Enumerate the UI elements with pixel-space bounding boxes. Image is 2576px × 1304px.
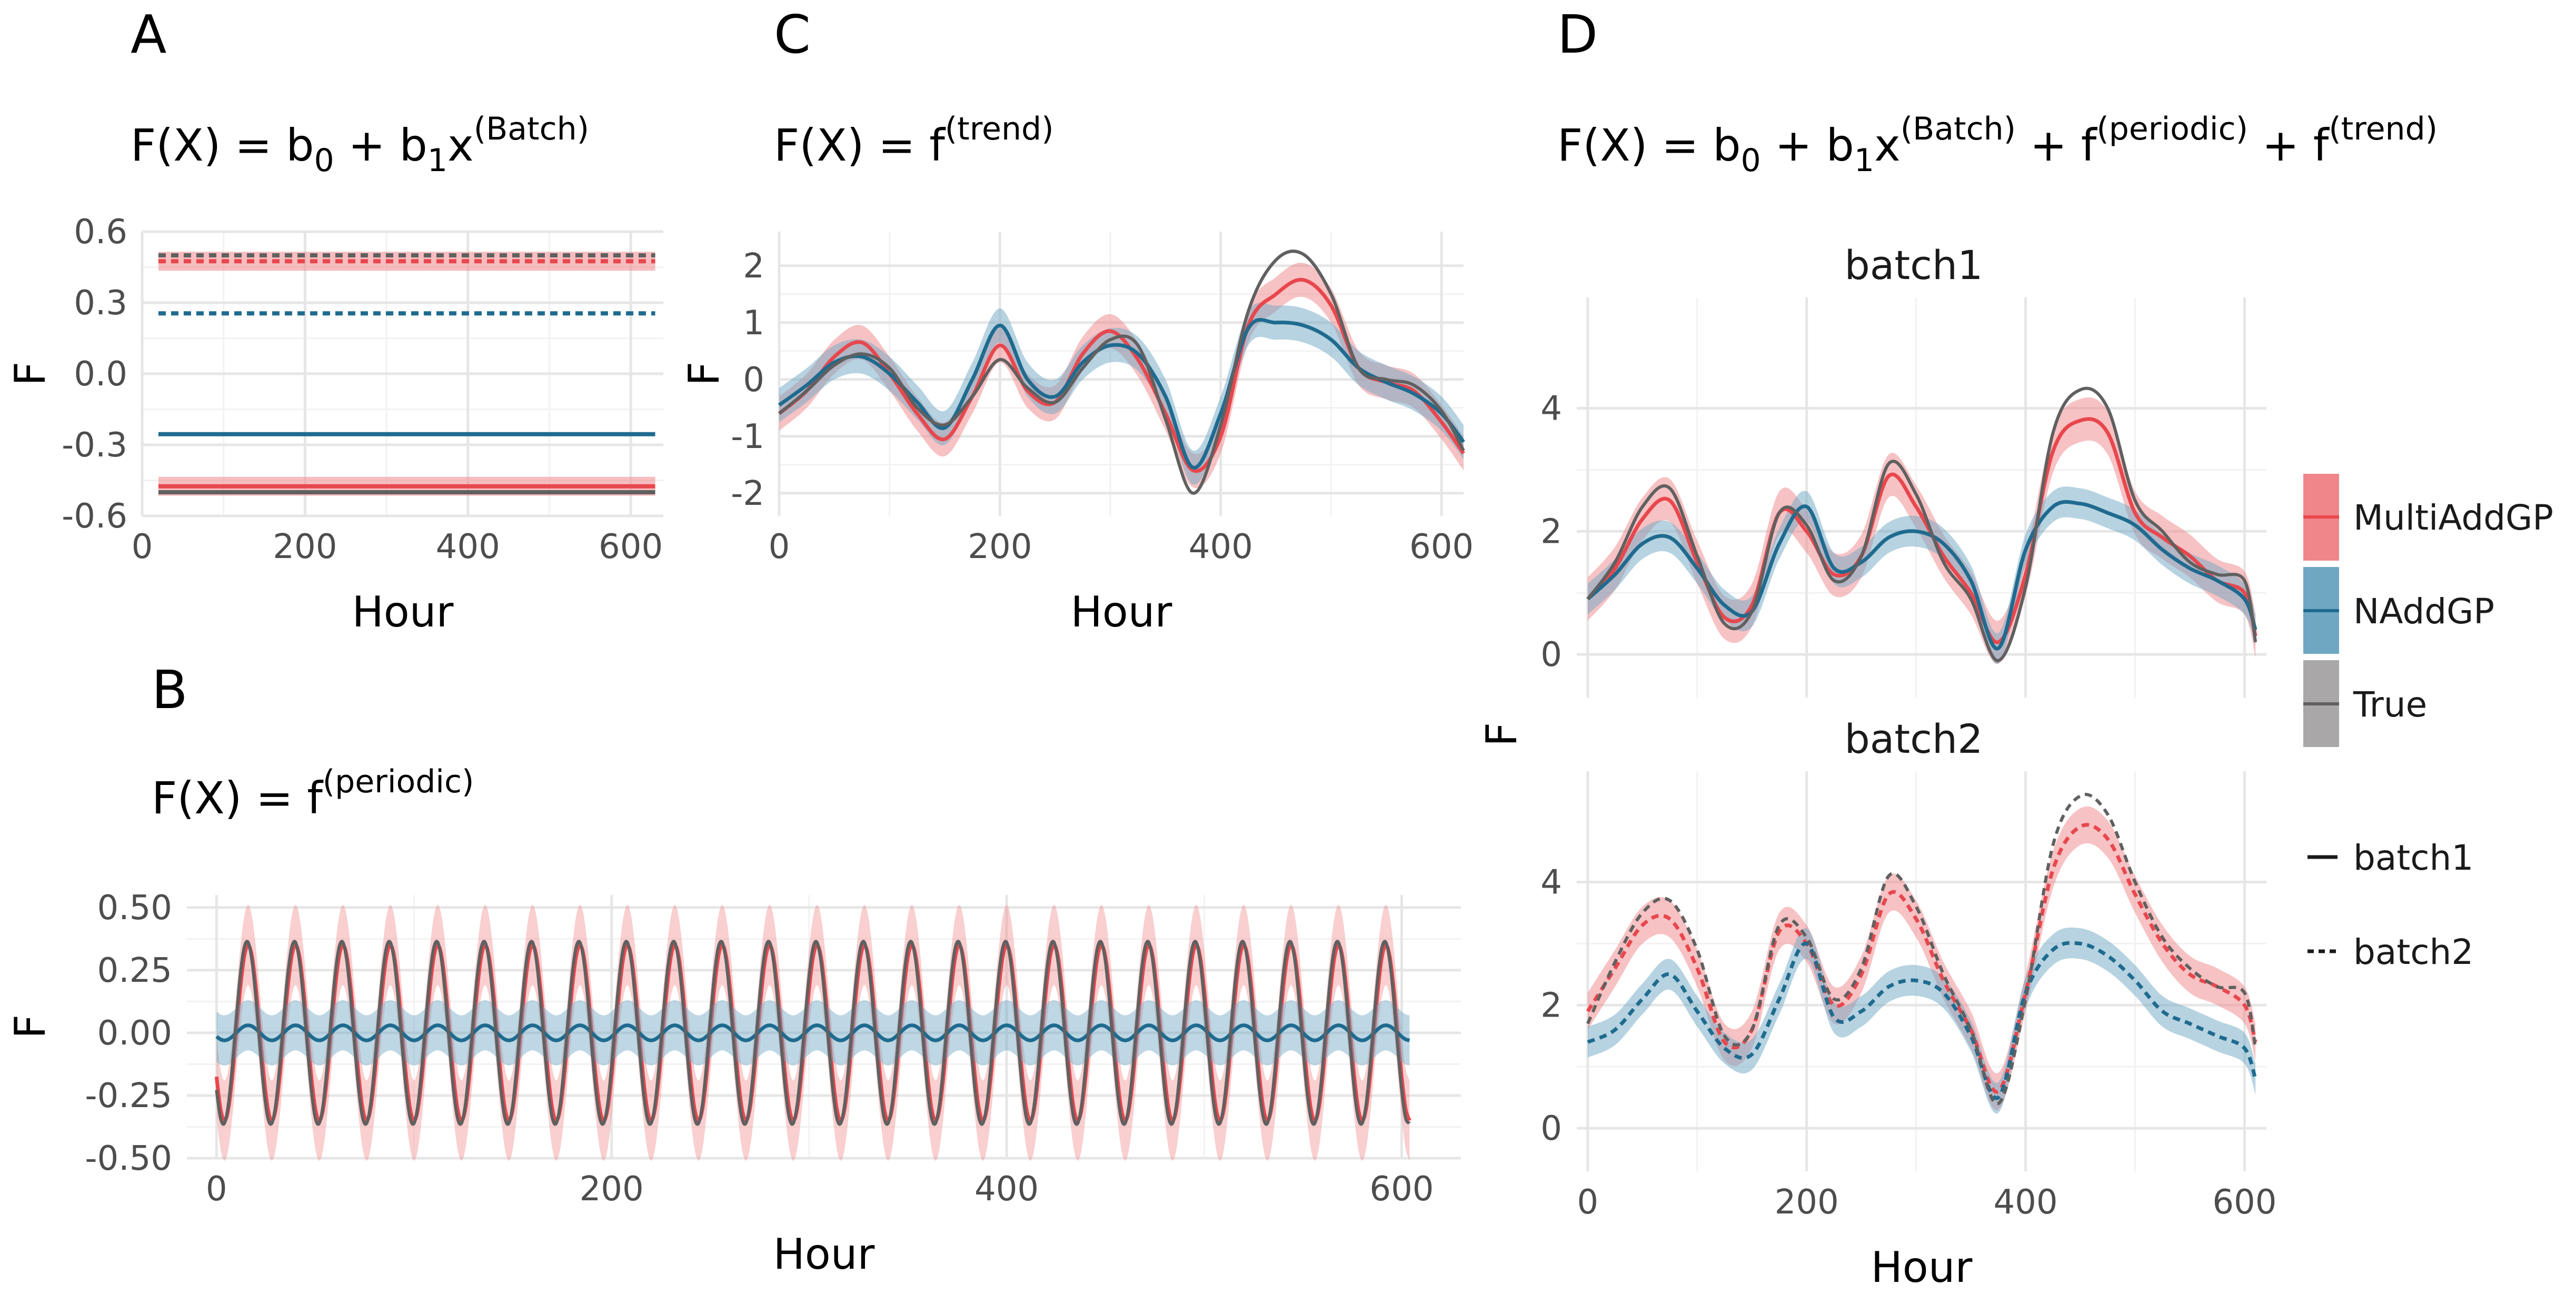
legend-label-true: True xyxy=(2353,684,2427,725)
x-tick-label: 600 xyxy=(1369,1170,1434,1209)
y-tick-label: 0.3 xyxy=(74,284,127,323)
x-tick-label: 0 xyxy=(132,527,153,566)
x-axis-title: Hour xyxy=(352,588,454,636)
y-tick-label: 0.6 xyxy=(74,213,127,252)
formula-c: F(X) = f(trend) xyxy=(774,111,1053,171)
y-tick-label: -1 xyxy=(731,417,764,456)
legend-key-true: True xyxy=(2303,660,2427,747)
y-tick-label: 0.25 xyxy=(97,951,173,990)
formula-d: F(X) = b0 + b1x(Batch) + f(periodic) + f… xyxy=(1557,111,2438,179)
y-axis-title-d: F xyxy=(1477,722,1526,746)
x-tick-label: 200 xyxy=(1775,1183,1839,1222)
y-tick-label: 0 xyxy=(1540,635,1562,674)
x-tick-label: 400 xyxy=(1993,1183,2057,1222)
y-tick-label: 0 xyxy=(743,361,764,400)
y-tick-label: 4 xyxy=(1540,389,1562,428)
x-tick-label: 400 xyxy=(974,1170,1039,1209)
plot-panel-a: 0 200 400 600 -0.6 -0.3 0.0 0.3 0.6 Hour F xyxy=(6,213,663,636)
y-axis-title: F xyxy=(680,362,729,386)
plot-panel-b: 0 200 400 600 -0.50 -0.25 0.00 0.25 0.50 Hour F xyxy=(6,889,1461,1279)
line-true xyxy=(778,250,1465,495)
plot-panel-d-batch2: 0 200 400 600 0 2 4 Hour xyxy=(1540,771,2276,1292)
y-tick-label: 2 xyxy=(1540,986,1562,1025)
y-tick-label: -0.6 xyxy=(62,497,127,536)
y-tick-label: 0.00 xyxy=(97,1014,173,1053)
x-tick-label: 600 xyxy=(2212,1183,2276,1222)
y-tick-label: 2 xyxy=(743,247,764,286)
facet-label-batch2: batch2 xyxy=(1845,715,1983,762)
panel-letter-a: A xyxy=(131,4,166,65)
y-tick-label: 4 xyxy=(1540,863,1562,902)
panel-letter-d: D xyxy=(1557,4,1598,65)
x-tick-label: 400 xyxy=(1189,527,1253,566)
legend-key-multiaddgp: MultiAddGP xyxy=(2303,474,2553,561)
y-tick-label: 0.50 xyxy=(97,889,173,928)
x-tick-label: 600 xyxy=(599,527,663,566)
facet-label-batch1: batch1 xyxy=(1845,242,1983,288)
x-tick-label: 200 xyxy=(273,527,337,566)
y-tick-label: 1 xyxy=(743,304,764,343)
legend-label-batch2: batch2 xyxy=(2353,932,2473,972)
y-tick-label: -0.25 xyxy=(85,1077,172,1116)
ribbon-naddgp xyxy=(1587,486,2256,664)
y-tick-label: -2 xyxy=(731,474,764,513)
y-tick-label: 0.0 xyxy=(74,355,127,394)
y-tick-label: 2 xyxy=(1540,512,1562,551)
legend-label-multiaddgp: MultiAddGP xyxy=(2353,497,2553,538)
x-tick-label: 600 xyxy=(1409,527,1474,566)
line-multiaddgp xyxy=(1586,823,2257,1094)
x-axis-title: Hour xyxy=(1071,588,1172,636)
y-tick-label: 0 xyxy=(1540,1109,1562,1148)
line-naddgp xyxy=(1587,941,2257,1100)
line-true xyxy=(1586,793,2257,1106)
y-axis-title: F xyxy=(6,362,55,386)
x-tick-label: 400 xyxy=(436,527,500,566)
x-tick-label: 200 xyxy=(968,527,1032,566)
x-tick-label: 0 xyxy=(1577,1183,1598,1222)
line-naddgp xyxy=(215,1023,1410,1042)
legend-key-batch1: batch1 xyxy=(2308,838,2473,878)
x-tick-label: 200 xyxy=(580,1170,644,1209)
legend-label-batch1: batch1 xyxy=(2353,838,2473,878)
y-axis-title: F xyxy=(6,1014,55,1039)
x-axis-title: Hour xyxy=(1871,1243,1973,1292)
legend: MultiAddGP NAddGP True batch1 batch2 xyxy=(2303,474,2553,972)
ribbon-naddgp xyxy=(779,303,1464,485)
y-tick-label: -0.50 xyxy=(85,1139,172,1178)
panel-letter-c: C xyxy=(774,4,811,65)
x-tick-label: 0 xyxy=(769,527,790,566)
x-axis-title: Hour xyxy=(773,1230,875,1279)
y-tick-label: -0.3 xyxy=(62,426,127,465)
formula-a: F(X) = b0 + b1x(Batch) xyxy=(131,111,589,179)
ribbon-multiaddgp xyxy=(1587,806,2256,1111)
plot-panel-d-batch1: 0 2 4 xyxy=(1540,297,2266,698)
legend-key-naddgp: NAddGP xyxy=(2303,567,2494,654)
legend-key-batch2: batch2 xyxy=(2308,932,2473,972)
plot-panel-c: 0 200 400 600 -2 -1 0 1 2 Hour F xyxy=(680,232,1474,636)
line-true xyxy=(215,940,1411,1126)
panel-letter-b: B xyxy=(152,659,188,721)
legend-label-naddgp: NAddGP xyxy=(2353,591,2494,632)
x-tick-label: 0 xyxy=(206,1170,227,1209)
line-true xyxy=(1586,386,2257,662)
formula-b: F(X) = f(periodic) xyxy=(152,763,474,824)
